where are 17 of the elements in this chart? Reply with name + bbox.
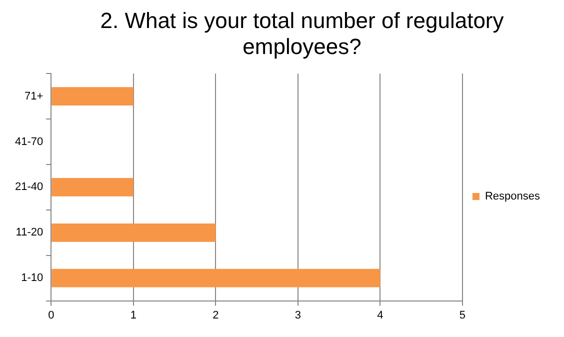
y-tick-label: 71+	[24, 90, 44, 102]
bar	[52, 223, 216, 242]
x-tick-label: 0	[48, 309, 54, 322]
x-tick-label: 3	[294, 309, 301, 322]
x-tick-label: 5	[459, 309, 466, 322]
x-tick-label: 1	[130, 309, 136, 322]
bar	[52, 268, 380, 288]
bar	[52, 87, 134, 106]
x-tick-label: 4	[377, 309, 384, 322]
y-tick-label: 21-40	[14, 181, 44, 194]
y-tick-label: 11-20	[16, 226, 44, 239]
legend-label: Responses	[484, 190, 540, 203]
x-tick-label: 2	[212, 309, 219, 322]
y-tick-label: 1-10	[21, 272, 44, 284]
bar	[52, 178, 134, 196]
chart-title: 2. What is your total number of regulatory employees?	[99, 8, 505, 61]
y-tick-label: 41-70	[14, 136, 44, 148]
